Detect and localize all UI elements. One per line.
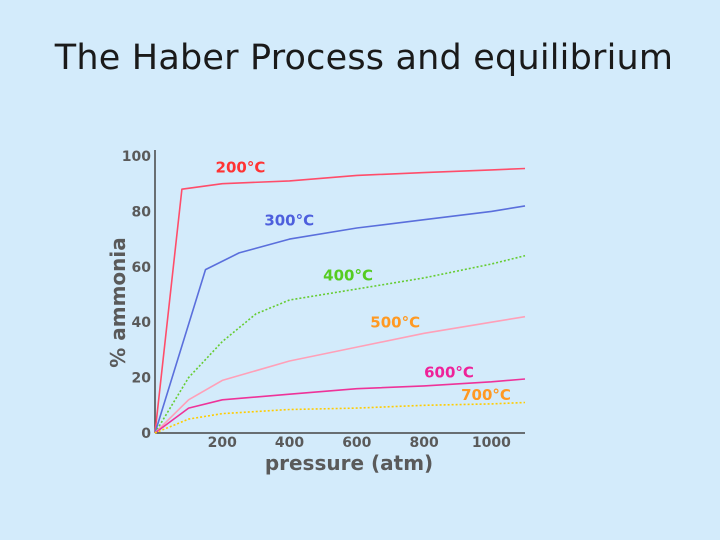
y-tick-label: 60 [132, 260, 152, 276]
x-tick-label: 1000 [472, 435, 511, 451]
series-label-2: 300°C [264, 211, 314, 229]
series-label-4: 500°C [370, 314, 420, 332]
series-label-5: 600°C [424, 364, 474, 382]
series-line-3 [154, 254, 526, 434]
x-tick-label: 600 [342, 435, 371, 451]
series-line-5 [154, 378, 526, 434]
series-line-2 [154, 205, 526, 434]
series-label-6: 700°C [461, 386, 511, 404]
y-tick-label: 20 [132, 371, 152, 387]
y-tick-label: 100 [122, 149, 151, 165]
x-tick-label: 400 [275, 435, 304, 451]
series-line-6 [154, 401, 526, 434]
y-tick-label: 40 [132, 315, 152, 331]
series-label-3: 400°C [323, 267, 373, 285]
y-axis-title: % ammonia [106, 237, 130, 368]
series-line-4 [154, 315, 526, 434]
series-label-1: 200°C [216, 159, 266, 177]
x-tick-label: 800 [409, 435, 438, 451]
series-line-1 [154, 167, 526, 434]
y-tick-label: 0 [141, 426, 151, 442]
slide-title: The Haber Process and equilibrium [54, 38, 674, 78]
x-tick-label: 200 [208, 435, 237, 451]
x-axis-title: pressure (atm) [265, 451, 433, 475]
y-tick-label: 80 [132, 204, 152, 220]
